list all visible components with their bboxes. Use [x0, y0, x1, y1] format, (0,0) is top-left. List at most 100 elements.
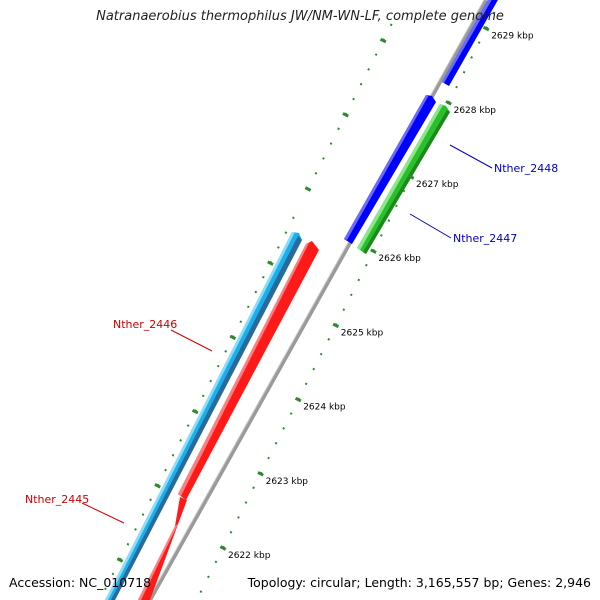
minor-tick-inner: [292, 216, 295, 220]
minor-tick-inner: [186, 424, 190, 427]
minor-tick-inner: [149, 498, 152, 502]
accession-text: Accession: NC_010718: [9, 575, 152, 590]
minor-tick: [349, 293, 353, 297]
minor-tick: [267, 456, 270, 460]
tick-label: 2622 kbp: [228, 551, 271, 561]
minor-tick: [199, 590, 203, 593]
minor-tick: [492, 11, 496, 15]
reverse-cds-cyan: [105, 232, 302, 600]
minor-tick: [342, 308, 346, 312]
tick-label: 2626 kbp: [378, 254, 421, 264]
minor-tick: [357, 278, 361, 282]
callout-line-nther-2447: [409, 213, 452, 239]
minor-tick-inner: [141, 513, 145, 516]
minor-tick-inner: [352, 97, 355, 101]
minor-tick-inner: [111, 572, 115, 576]
minor-tick-inner: [201, 394, 205, 398]
major-tick: [482, 25, 490, 32]
minor-tick-inner: [246, 305, 250, 309]
major-tick: [257, 471, 264, 477]
minor-tick: [364, 263, 368, 267]
major-tick-inner: [379, 37, 387, 44]
reverse-cds-red-upper: [178, 241, 319, 500]
minor-tick-inner: [171, 453, 175, 457]
minor-tick: [244, 501, 248, 504]
minor-tick-inner: [314, 171, 318, 175]
minor-tick: [395, 204, 398, 208]
major-tick: [219, 545, 227, 551]
minor-tick-inner: [209, 379, 213, 383]
feature-label-nther-2448[interactable]: Nther_2448: [494, 162, 558, 175]
minor-tick: [252, 486, 255, 490]
minor-tick-inner: [179, 439, 182, 442]
callout-line-nther-2446: [170, 329, 213, 352]
minor-tick-inner: [216, 364, 220, 368]
minor-tick: [387, 219, 391, 222]
reverse-cds-red-lower: [138, 497, 187, 600]
minor-tick: [237, 516, 240, 519]
minor-tick: [455, 85, 458, 89]
minor-ticks: [104, 11, 496, 593]
minor-tick-inner: [254, 290, 258, 294]
major-ticks: [116, 25, 490, 563]
tick-label: 2628 kbp: [454, 106, 497, 116]
minor-tick-inner: [367, 68, 370, 71]
tick-label: 2623 kbp: [266, 477, 309, 487]
minor-tick-inner: [337, 127, 340, 131]
minor-tick: [274, 441, 278, 445]
minor-tick-inner: [104, 587, 107, 591]
feature-label-nther-2446[interactable]: Nther_2446: [113, 318, 177, 331]
minor-tick: [304, 382, 308, 386]
forward-cds-lower: [344, 95, 436, 244]
feature-label-nther-2447[interactable]: Nther_2447: [453, 232, 517, 245]
major-tick: [294, 396, 302, 403]
minor-tick: [380, 234, 383, 237]
callout-line-nther-2448: [449, 144, 493, 169]
minor-tick: [462, 70, 466, 74]
genome-title: Natranaerobius thermophilus JW/NM-WN-LF,…: [96, 9, 504, 24]
minor-tick-inner: [126, 542, 130, 546]
major-tick: [370, 248, 377, 254]
major-tick-inner: [154, 483, 161, 489]
tick-label: 2627 kbp: [416, 180, 459, 190]
minor-tick: [402, 189, 406, 193]
major-tick: [407, 174, 415, 180]
minor-tick-inner: [359, 82, 363, 86]
minor-tick-inner: [374, 53, 378, 56]
feature-label-nther-2445[interactable]: Nther_2445: [25, 493, 89, 506]
major-tick-inner: [116, 557, 124, 563]
minor-tick-inner: [164, 468, 167, 472]
major-tick-inner: [342, 112, 349, 118]
minor-tick: [207, 575, 210, 579]
forward-cds-green: [357, 104, 450, 254]
tick-label: 2629 kbp: [491, 32, 534, 42]
major-tick-inner: [304, 186, 312, 192]
genome-backbone-highlight: [147, 0, 485, 600]
callout-line-nther-2445: [81, 502, 125, 524]
minor-tick: [229, 530, 233, 534]
tick-label: 2624 kbp: [303, 403, 346, 413]
minor-tick: [289, 412, 293, 415]
tick-label: 2625 kbp: [341, 328, 384, 338]
genome-backbone: [148, 0, 488, 600]
major-tick: [445, 100, 452, 106]
minor-tick: [327, 338, 331, 341]
minor-tick-inner: [239, 320, 243, 324]
minor-tick-inner: [134, 528, 137, 531]
minor-tick-inner: [329, 142, 333, 145]
genome-summary-text: Topology: circular; Length: 3,165,557 bp…: [247, 575, 591, 590]
minor-tick: [319, 352, 323, 356]
tick-labels: 2622 kbp 2623 kbp 2624 kbp 2625 kbp 2626 kbp…: [228, 32, 534, 561]
minor-tick: [312, 367, 316, 371]
minor-tick: [282, 427, 285, 430]
minor-tick-inner: [224, 350, 228, 353]
minor-tick: [477, 41, 481, 44]
minor-tick-inner: [261, 275, 265, 279]
minor-tick-inner: [389, 23, 393, 27]
minor-tick-inner: [322, 157, 325, 160]
major-tick: [332, 322, 340, 329]
major-tick-inner: [191, 408, 199, 415]
minor-tick-inner: [284, 231, 288, 234]
minor-tick: [470, 56, 473, 59]
